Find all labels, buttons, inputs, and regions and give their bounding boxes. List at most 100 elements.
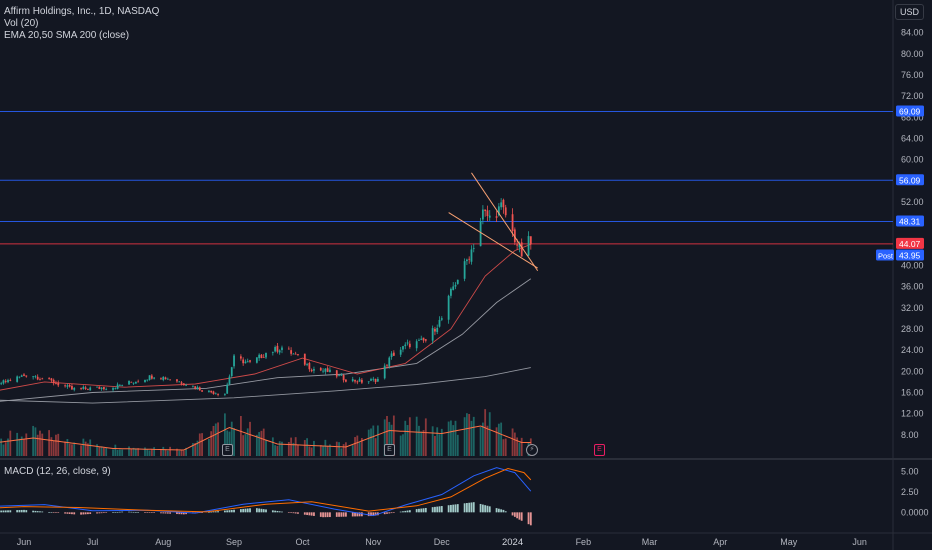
macd-histogram-bar xyxy=(497,508,500,513)
macd-histogram-bar xyxy=(513,512,516,517)
volume-bar xyxy=(96,444,98,456)
macd-histogram-bar xyxy=(169,512,172,514)
candle-body xyxy=(39,379,41,381)
macd-histogram-bar xyxy=(105,512,108,513)
volume-bar xyxy=(194,442,197,456)
macd-histogram-bar xyxy=(529,512,532,526)
candle-body xyxy=(386,364,388,366)
candle-body xyxy=(484,209,487,212)
macd-histogram-bar xyxy=(239,509,242,513)
macd-histogram-bar xyxy=(18,510,21,513)
candle-body xyxy=(292,353,295,355)
macd-histogram-bar xyxy=(374,512,377,516)
macd-histogram-bar xyxy=(420,508,423,513)
volume-bar xyxy=(52,440,55,456)
volume-bar xyxy=(39,430,41,456)
candle-body xyxy=(354,380,356,382)
volume-bar xyxy=(472,416,475,456)
macd-histogram-bar xyxy=(73,512,76,515)
macd-histogram-bar xyxy=(274,510,277,513)
macd-histogram-bar xyxy=(52,512,55,513)
macd-histogram-bar xyxy=(351,512,354,517)
volume-legend: Vol (20) xyxy=(4,18,39,29)
volume-bar xyxy=(438,434,441,456)
volume-bar xyxy=(468,414,471,456)
earnings-icon[interactable]: E xyxy=(222,444,233,456)
macd-histogram-bar xyxy=(41,511,44,513)
earnings-icon[interactable]: E xyxy=(594,444,605,456)
horizontal-levels[interactable] xyxy=(0,110,893,245)
level-tag: 44.07 xyxy=(899,239,921,249)
post-value-bg xyxy=(896,249,924,261)
candle-body xyxy=(98,386,101,389)
volume-bar xyxy=(48,430,51,456)
currency-button[interactable]: USD xyxy=(894,4,924,20)
candle-body xyxy=(196,387,199,390)
macd-histogram-bar xyxy=(326,512,329,518)
price-tick-label: 60.00 xyxy=(901,155,924,165)
candle-body xyxy=(440,318,443,320)
volume-bar xyxy=(351,445,354,456)
candle-body xyxy=(468,258,471,260)
moving-average-legend: EMA 20,50 SMA 200 (close) xyxy=(4,30,130,41)
macd-histogram-bar xyxy=(48,512,51,513)
volume-bar xyxy=(66,439,69,456)
candle-body xyxy=(96,386,98,388)
candle-body xyxy=(244,361,247,364)
macd-histogram-bar xyxy=(148,512,151,513)
candle-body xyxy=(324,368,327,372)
volume-bar xyxy=(502,439,505,456)
macd-histogram-bar xyxy=(436,506,439,513)
candle-body xyxy=(80,387,82,389)
macd-histogram-bar xyxy=(226,510,229,513)
volume-bar xyxy=(360,437,363,456)
volume-bar xyxy=(463,417,466,456)
dividend-flash-icon[interactable]: ⚡ xyxy=(526,444,538,456)
candle-body xyxy=(130,381,133,383)
volume-bar xyxy=(520,437,523,456)
trendlines[interactable] xyxy=(448,172,539,272)
candle-body xyxy=(518,244,521,248)
volume-bar xyxy=(169,446,172,456)
macd-tick-label: 2.50 xyxy=(901,487,919,497)
macd-histogram-bar xyxy=(463,503,466,513)
volume-bar xyxy=(164,449,167,456)
macd-histogram-bar xyxy=(82,512,85,515)
macd-histogram-bar xyxy=(303,512,306,515)
candle-body xyxy=(73,388,76,390)
macd-histogram-bar xyxy=(112,512,114,513)
candle-body xyxy=(105,389,108,391)
macd-histogram-bar xyxy=(354,512,356,517)
volume-bar xyxy=(518,442,521,456)
candle-body xyxy=(329,369,331,373)
macd-histogram-bar xyxy=(438,506,441,513)
macd-histogram-bar xyxy=(358,512,361,517)
earnings-icon[interactable]: E xyxy=(384,444,395,456)
macd-histogram-bar xyxy=(137,512,140,513)
macd-histogram-bar xyxy=(96,512,98,514)
price-tick-label: 24.00 xyxy=(901,345,924,355)
candle-body xyxy=(431,328,434,341)
volume-bar xyxy=(420,431,423,456)
volume-bar xyxy=(513,432,516,456)
volume-bar xyxy=(408,417,411,456)
volume-bar xyxy=(246,428,249,456)
candle-body xyxy=(20,375,23,377)
volume-bar xyxy=(16,432,19,456)
volume-bar xyxy=(297,444,299,456)
volume-bar xyxy=(0,438,3,456)
level-tag: 48.31 xyxy=(899,216,921,226)
volume-bar xyxy=(326,445,329,456)
volume-bar xyxy=(265,440,267,456)
macd-histogram-bar xyxy=(447,505,450,513)
volume-bar xyxy=(20,436,23,456)
candle-body xyxy=(210,390,213,393)
volume-bar xyxy=(103,447,105,456)
time-axis-label: 2024 xyxy=(502,537,523,548)
volume-bar xyxy=(7,438,9,456)
volume-bar xyxy=(324,439,327,456)
post-tag-bg xyxy=(876,249,894,261)
macd-histogram-bar xyxy=(392,512,395,513)
